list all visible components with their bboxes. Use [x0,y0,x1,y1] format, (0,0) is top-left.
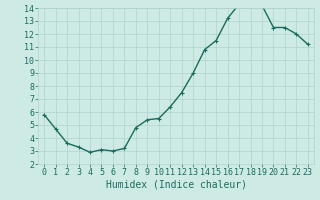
X-axis label: Humidex (Indice chaleur): Humidex (Indice chaleur) [106,180,246,190]
